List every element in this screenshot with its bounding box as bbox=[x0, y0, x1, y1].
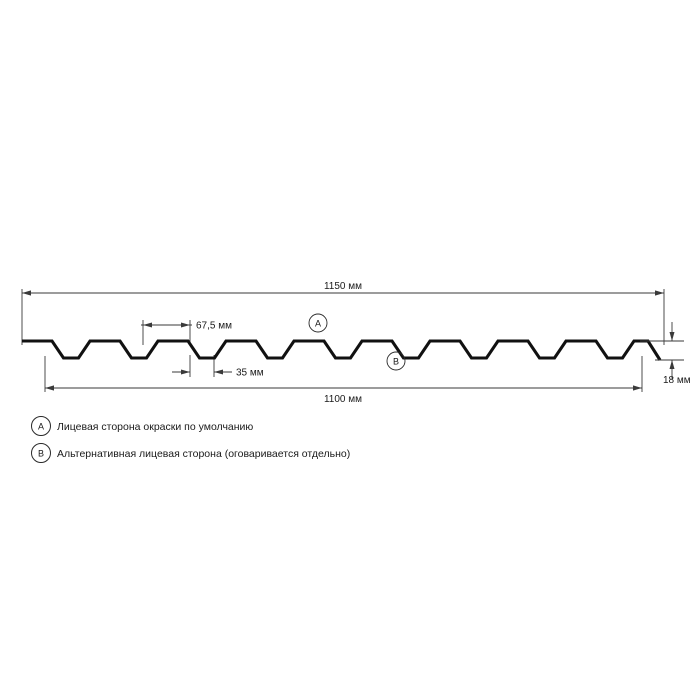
legend-a-circle-icon bbox=[31, 416, 51, 436]
arrow-left-useful-icon bbox=[45, 385, 54, 391]
arrow-height-down-icon bbox=[669, 332, 675, 341]
profile-outline-path bbox=[22, 339, 662, 361]
arrow-valley-inward-left-icon bbox=[181, 369, 190, 375]
legend-item-a: A Лицевая сторона окраски по умолчанию bbox=[31, 416, 253, 436]
balloon-a-circle-icon bbox=[308, 313, 328, 333]
dim-label-height: 18 мм bbox=[663, 375, 691, 386]
dim-label-crest-width: 67,5 мм bbox=[196, 321, 232, 332]
legend-a-key: A bbox=[38, 422, 44, 432]
dimension-height: 18 мм bbox=[640, 322, 691, 386]
dim-label-useful-width: 1100 мм bbox=[324, 394, 362, 405]
arrow-valley-inward-right-icon bbox=[214, 369, 223, 375]
legend-b-key: B bbox=[38, 449, 44, 459]
dimension-total-width: 1150 мм bbox=[21, 281, 665, 345]
balloon-marker-a: A bbox=[308, 313, 328, 333]
dimension-useful-width: 1100 мм bbox=[44, 356, 643, 405]
legend-item-b: B Альтернативная лицевая сторона (оговар… bbox=[31, 443, 350, 463]
legend-b-circle-icon bbox=[31, 443, 51, 463]
arrow-left-crest-icon bbox=[143, 322, 152, 328]
legend-a-description: Лицевая сторона окраски по умолчанию bbox=[57, 421, 253, 433]
arrow-left-total-icon bbox=[22, 290, 31, 296]
balloon-a-label: A bbox=[315, 319, 321, 329]
arrow-right-crest-icon bbox=[181, 322, 190, 328]
dim-label-total-width: 1150 мм bbox=[324, 281, 362, 292]
dimension-valley-width: 35 мм bbox=[172, 355, 264, 379]
arrow-height-up-icon bbox=[669, 360, 675, 369]
balloon-b-label: B bbox=[393, 357, 399, 367]
balloon-marker-b: B bbox=[386, 351, 406, 371]
arrow-right-total-icon bbox=[655, 290, 664, 296]
dim-label-valley-width: 35 мм bbox=[236, 368, 264, 379]
dimension-crest-width: 67,5 мм bbox=[141, 320, 232, 345]
arrow-right-useful-icon bbox=[633, 385, 642, 391]
legend-b-description: Альтернативная лицевая сторона (оговарив… bbox=[57, 448, 350, 460]
balloon-b-circle-icon bbox=[386, 351, 406, 371]
